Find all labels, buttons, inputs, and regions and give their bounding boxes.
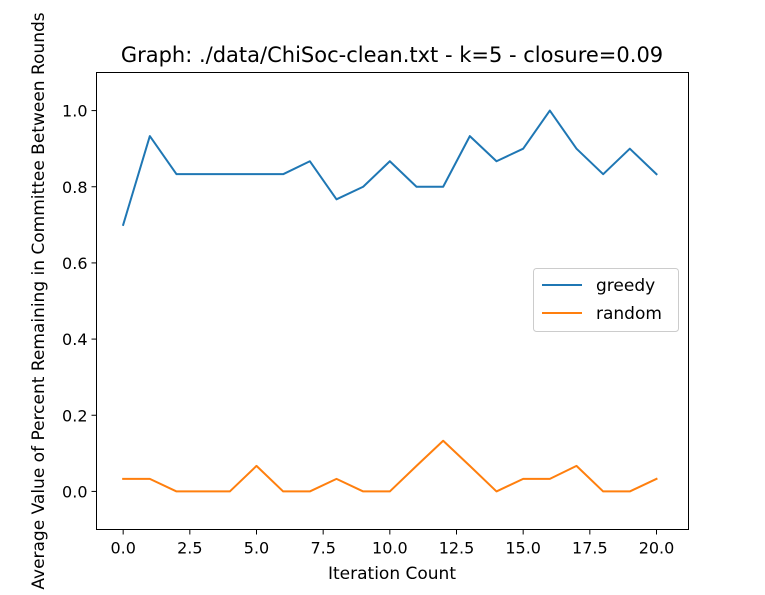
y-tick-label: 1.0 bbox=[62, 102, 87, 121]
y-tick-label: 0.0 bbox=[62, 482, 87, 501]
series-line-greedy bbox=[121, 109, 658, 227]
x-tick-label: 12.5 bbox=[439, 539, 475, 558]
y-axis: 0.0 0.2 0.4 0.6 0.8 1.0 bbox=[62, 102, 97, 501]
x-tick-label: 0.0 bbox=[110, 539, 135, 558]
x-tick-label: 10.0 bbox=[372, 539, 408, 558]
series-line-random bbox=[122, 439, 658, 493]
chart-title: Graph: ./data/ChiSoc-clean.txt - k=5 - c… bbox=[121, 43, 663, 67]
x-tick-label: 17.5 bbox=[572, 539, 608, 558]
y-tick-label: 0.2 bbox=[62, 406, 87, 425]
x-tick-label: 5.0 bbox=[244, 539, 269, 558]
legend: greedy random bbox=[533, 268, 679, 332]
y-tick-label: 0.8 bbox=[62, 178, 87, 197]
y-axis-label: Average Value of Percent Remaining in Co… bbox=[29, 12, 49, 589]
y-tick-label: 0.6 bbox=[62, 254, 87, 273]
legend-label-random: random bbox=[596, 304, 662, 324]
x-tick-label: 7.5 bbox=[310, 539, 335, 558]
x-tick-label: 15.0 bbox=[505, 539, 541, 558]
y-tick-label: 0.4 bbox=[62, 330, 87, 349]
x-axis-label: Iteration Count bbox=[328, 564, 456, 584]
plot-area bbox=[121, 109, 658, 493]
plot-frame bbox=[96, 72, 689, 530]
x-axis: 0.0 2.5 5.0 7.5 10.0 12.5 15.0 17.5 20.0 bbox=[110, 529, 675, 558]
legend-label-greedy: greedy bbox=[596, 276, 655, 296]
x-tick-label: 20.0 bbox=[639, 539, 675, 558]
x-tick-label: 2.5 bbox=[177, 539, 202, 558]
